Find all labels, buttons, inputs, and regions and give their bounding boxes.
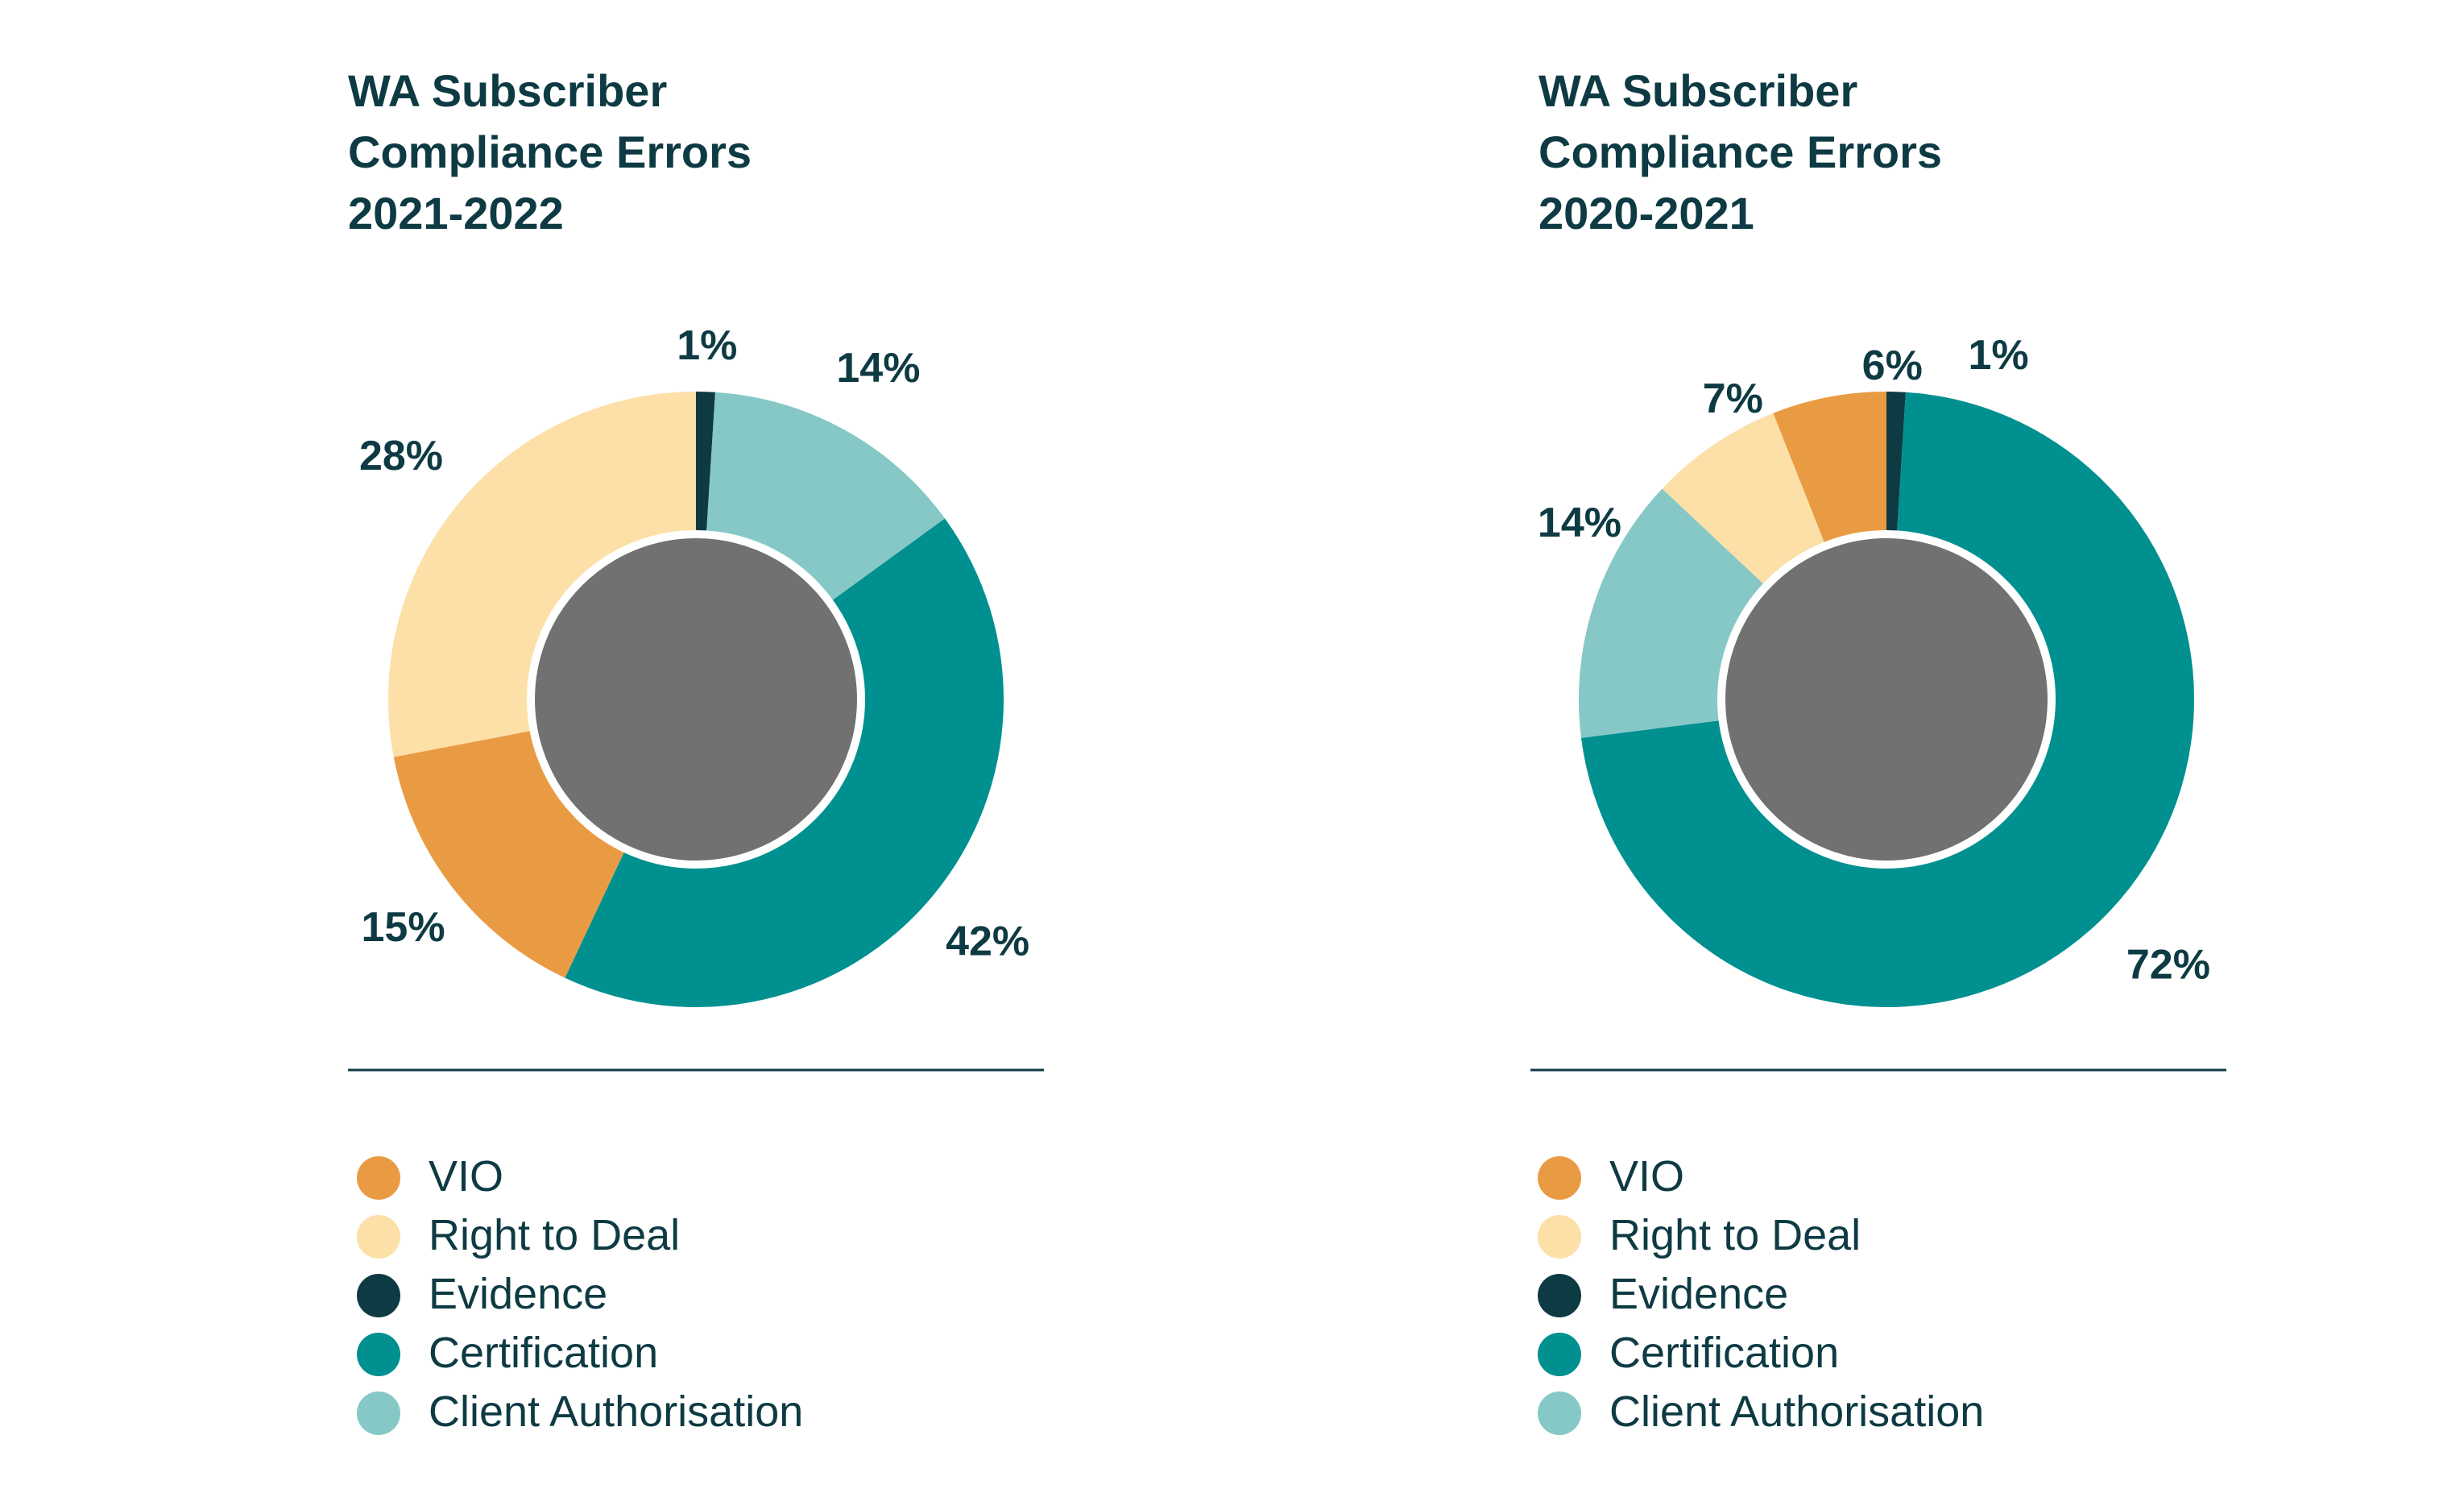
legend-label: Right to Deal [429, 1211, 680, 1259]
chart-title-line: WA Subscriber [1538, 65, 1857, 116]
legend-swatch [357, 1274, 400, 1317]
legend-swatch [1538, 1274, 1581, 1317]
legend-item-vio: VIO [357, 1152, 503, 1201]
chart-title-line: 2020-2021 [1538, 188, 1754, 238]
chart-title-line: WA Subscriber [348, 65, 667, 116]
legend-item-evidence: Evidence [1538, 1270, 1788, 1318]
data-label-vio: 6% [1862, 342, 1923, 389]
legend-item-client-authorisation: Client Authorisation [357, 1387, 803, 1436]
legend-item-evidence: Evidence [357, 1270, 607, 1318]
legend-label: VIO [1609, 1152, 1684, 1201]
legend-swatch [1538, 1333, 1581, 1376]
donut-chart-2: WA Subscriber Compliance Errors 2020-2021 1… [1530, 65, 2226, 1436]
data-label-evidence: 1% [1968, 332, 2028, 379]
legend-swatch [1538, 1392, 1581, 1435]
data-label-client-authorisation: 14% [1538, 500, 1621, 546]
data-label-client-authorisation: 14% [836, 345, 920, 392]
donut-center [527, 530, 865, 869]
data-label-right-to-deal: 28% [359, 433, 443, 479]
legend-item-vio: VIO [1538, 1152, 1684, 1201]
legend-label: Right to Deal [1609, 1211, 1861, 1259]
legend-label: Evidence [1609, 1270, 1788, 1318]
legend-swatch [357, 1392, 400, 1435]
data-label-right-to-deal: 7% [1703, 375, 1763, 422]
legend-swatch [1538, 1156, 1581, 1200]
data-label-evidence: 1% [677, 322, 737, 369]
donut-center [1717, 530, 2056, 869]
data-label-certification: 72% [2126, 942, 2210, 989]
legend-label: Certification [429, 1329, 658, 1377]
legend-swatch [357, 1333, 400, 1376]
legend-label: Client Authorisation [1609, 1387, 1984, 1436]
legend-swatch [357, 1215, 400, 1259]
legend-item-certification: Certification [357, 1329, 658, 1377]
donut-chart-1: WA Subscriber Compliance Errors 2021-2022 1… [348, 65, 1044, 1436]
legend-label: Certification [1609, 1329, 1839, 1377]
data-label-certification: 42% [946, 919, 1029, 965]
legend-item-right-to-deal: Right to Deal [357, 1211, 680, 1259]
legend-label: Client Authorisation [429, 1387, 803, 1436]
legend-item-certification: Certification [1538, 1329, 1839, 1377]
legend-swatch [1538, 1215, 1581, 1259]
legend-item-client-authorisation: Client Authorisation [1538, 1387, 1984, 1436]
chart-title-line: Compliance Errors [348, 127, 752, 177]
legend-item-right-to-deal: Right to Deal [1538, 1211, 1861, 1259]
chart-title-line: Compliance Errors [1538, 127, 1942, 177]
chart-title-line: 2021-2022 [348, 188, 564, 238]
data-label-vio: 15% [361, 904, 445, 951]
legend-label: VIO [429, 1152, 503, 1201]
legend-swatch [357, 1156, 400, 1200]
legend-label: Evidence [429, 1270, 607, 1318]
